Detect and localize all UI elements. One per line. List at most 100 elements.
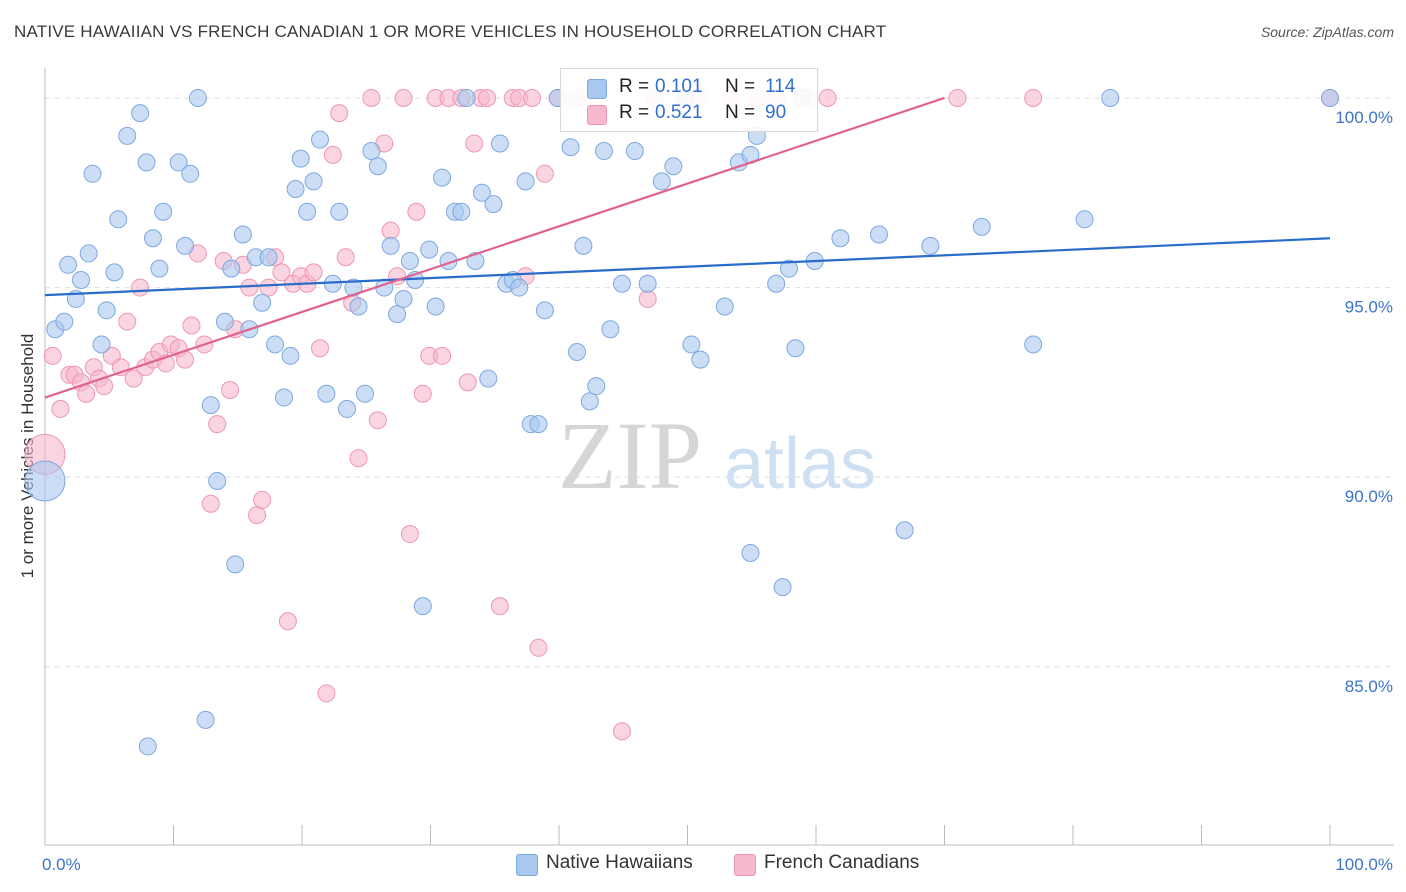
native-hawaiians-trend-line xyxy=(44,237,1331,297)
native-hawaiians-point xyxy=(484,195,503,214)
native-hawaiians-point xyxy=(291,149,310,168)
french-canadians-point xyxy=(465,134,484,153)
french-canadians-point xyxy=(413,384,432,403)
series-native-hawaiians xyxy=(24,88,1339,756)
french-canadians-point xyxy=(818,88,837,107)
french-canadians-point xyxy=(317,684,336,703)
native-hawaiians-point xyxy=(516,172,535,191)
native-hawaiians-point xyxy=(349,297,368,316)
french-canadians-point xyxy=(201,494,220,513)
french-canadians-point xyxy=(400,525,419,544)
native-hawaiians-point xyxy=(55,312,74,331)
native-hawaiians-point xyxy=(601,320,620,339)
native-hawaiians-point xyxy=(355,384,374,403)
native-hawaiians-point xyxy=(317,384,336,403)
native-hawaiians-point xyxy=(138,737,157,756)
native-hawaiians-point xyxy=(196,710,215,729)
french-canadians-point xyxy=(51,399,70,418)
native-hawaiians-point xyxy=(226,555,245,574)
native-hawaiians-point xyxy=(510,278,529,297)
native-hawaiians-point xyxy=(921,236,940,255)
native-hawaiians-point xyxy=(109,210,128,229)
french-canadians-point xyxy=(362,88,381,107)
french-canadians-point xyxy=(118,312,137,331)
native-hawaiians-swatch xyxy=(516,854,538,876)
french-canadians-point xyxy=(407,202,426,221)
native-hawaiians-point xyxy=(208,471,227,490)
native-hawaiians-point xyxy=(79,244,98,263)
french-canadians-point xyxy=(323,145,342,164)
native-hawaiians-point xyxy=(529,415,548,434)
french-canadians-point xyxy=(304,263,323,282)
native-hawaiians-point xyxy=(259,248,278,267)
native-hawaiians-point xyxy=(137,153,156,172)
native-hawaiians-point xyxy=(150,259,169,278)
native-hawaiians-point xyxy=(105,263,124,282)
y-tick-label: 100.0% xyxy=(1335,108,1393,127)
n-label: N = xyxy=(725,102,756,123)
native-hawaiians-point xyxy=(625,142,644,161)
french-canadians-point xyxy=(948,88,967,107)
french-canadians-point xyxy=(1024,88,1043,107)
native-hawaiians-point xyxy=(741,544,760,563)
native-hawaiians-point xyxy=(233,225,252,244)
native-hawaiians-point xyxy=(574,236,593,255)
french-canadians-point xyxy=(182,316,201,335)
native-hawaiians-point xyxy=(368,157,387,176)
native-hawaiians-point xyxy=(869,225,888,244)
watermark-atlas: atlas xyxy=(724,424,876,504)
native-hawaiians-point xyxy=(1101,88,1120,107)
n-value: 114 xyxy=(765,76,796,97)
series-legend: Native Hawaiians French Canadians xyxy=(0,852,1406,878)
r-value: 0.521 xyxy=(655,102,703,123)
axes xyxy=(44,68,1394,846)
native-hawaiians-point xyxy=(652,172,671,191)
native-hawaiians-point xyxy=(535,301,554,320)
native-hawaiians-point xyxy=(215,312,234,331)
native-hawaiians-point xyxy=(201,396,220,415)
legend-label: French Canadians xyxy=(764,852,920,873)
french-canadians-point xyxy=(124,369,143,388)
r-value: 0.101 xyxy=(655,76,703,97)
native-hawaiians-swatch xyxy=(587,79,607,99)
native-hawaiians-point xyxy=(362,142,381,161)
native-hawaiians-point xyxy=(310,130,329,149)
x-tick-label: 0.0% xyxy=(42,855,81,874)
native-hawaiians-point xyxy=(490,134,509,153)
chart-title: NATIVE HAWAIIAN VS FRENCH CANADIAN 1 OR … xyxy=(14,22,887,41)
french-canadians-point xyxy=(490,597,509,616)
native-hawaiians-point xyxy=(381,236,400,255)
native-hawaiians-point xyxy=(580,392,599,411)
legend-label: Native Hawaiians xyxy=(546,852,693,873)
r-label: R = xyxy=(619,76,650,97)
watermark: ZIP atlas xyxy=(558,402,876,509)
native-hawaiians-point xyxy=(567,343,586,362)
native-hawaiians-point xyxy=(682,335,701,354)
french-canadians-point xyxy=(208,415,227,434)
native-hawaiians-point xyxy=(1321,88,1339,107)
native-hawaiians-point xyxy=(715,297,734,316)
y-tick-label: 95.0% xyxy=(1345,298,1393,317)
french-canadians-point xyxy=(330,104,349,123)
native-hawaiians-point xyxy=(97,301,116,320)
french-canadians-point xyxy=(248,506,267,525)
native-hawaiians-point xyxy=(266,335,285,354)
native-hawaiians-point xyxy=(286,179,305,198)
trend-lines xyxy=(44,96,1331,399)
native-hawaiians-point xyxy=(466,252,485,271)
native-hawaiians-point xyxy=(71,270,90,289)
native-hawaiians-point xyxy=(587,377,606,396)
native-hawaiians-point xyxy=(638,274,657,293)
native-hawaiians-point xyxy=(426,297,445,316)
native-hawaiians-point xyxy=(780,259,799,278)
native-hawaiians-point xyxy=(767,274,786,293)
native-hawaiians-point xyxy=(59,255,78,274)
french-canadians-point xyxy=(310,339,329,358)
native-hawaiians-point xyxy=(323,274,342,293)
french-canadians-point xyxy=(612,722,631,741)
source-label: Source: ZipAtlas.com xyxy=(1260,24,1394,40)
native-hawaiians-point xyxy=(330,202,349,221)
native-hawaiians-point xyxy=(281,346,300,365)
native-hawaiians-point xyxy=(561,138,580,157)
